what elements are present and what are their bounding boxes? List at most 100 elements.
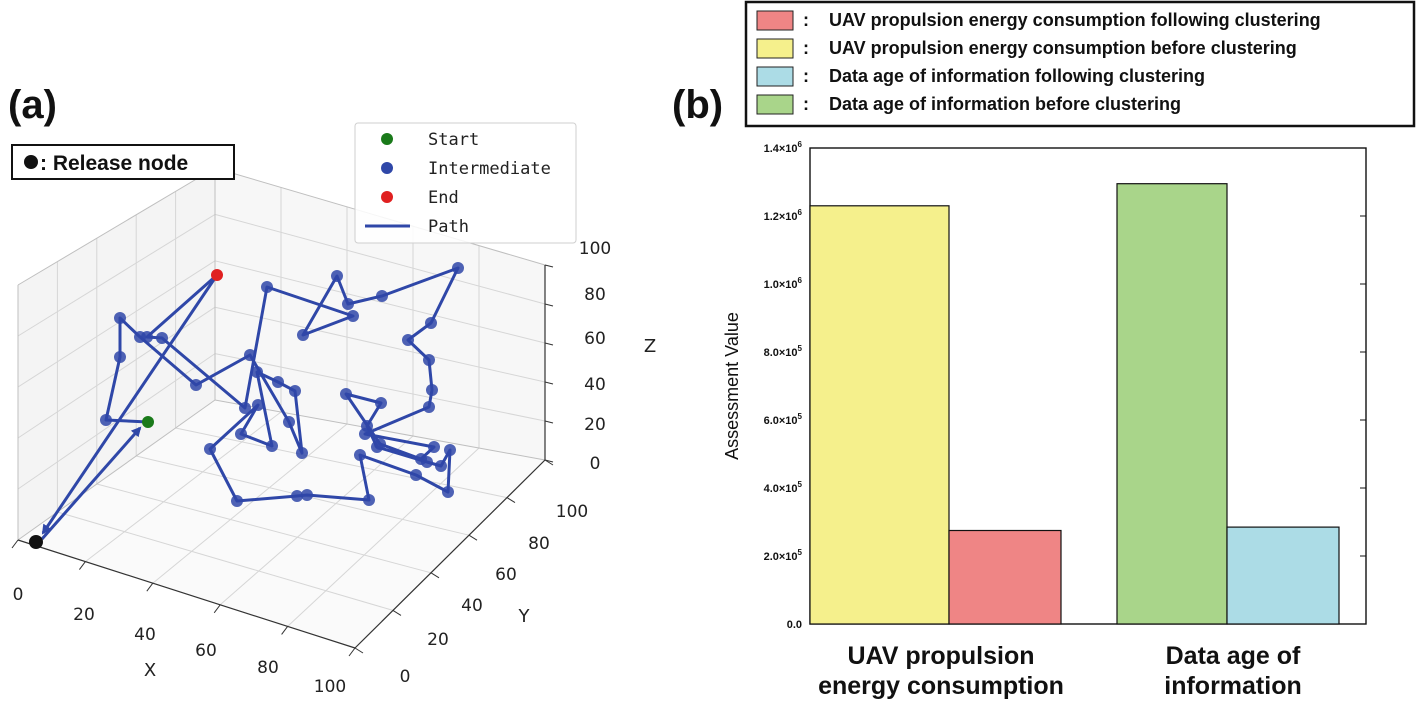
legend-entry-propulsion-before: UAV propulsion energy consumption before… (829, 38, 1297, 58)
intermediate-point (442, 486, 454, 498)
z-tick-label: 40 (584, 375, 606, 395)
legend-entry-age-before: Data age of information before clusterin… (829, 94, 1181, 114)
intermediate-point (415, 453, 427, 465)
legend-swatch-age-before (756, 94, 794, 115)
intermediate-point (190, 379, 202, 391)
intermediate-point (342, 298, 354, 310)
intermediate-point (331, 270, 343, 282)
category-label-line: Data age of (1166, 642, 1301, 670)
bars (809, 183, 1340, 625)
y-tick-label: 100 (556, 502, 588, 522)
x-axis-label: X (144, 660, 156, 681)
intermediate-point (289, 385, 301, 397)
bar-propulsion-after (948, 529, 1062, 625)
z-tick-label: 20 (584, 415, 606, 435)
intermediate-point (251, 366, 263, 378)
z-tick (544, 342, 554, 346)
intermediate-point (375, 397, 387, 409)
y-tick (544, 459, 554, 466)
intermediate-point (244, 349, 256, 361)
y-tick (354, 647, 364, 654)
z-tick (544, 264, 554, 268)
y-tick (506, 497, 516, 504)
legend-swatch-propulsion-before (756, 38, 794, 59)
intermediate-point (239, 402, 251, 414)
bar-age-before (1116, 183, 1228, 625)
intermediate-point (156, 332, 168, 344)
bar-age-after (1226, 526, 1340, 625)
intermediate-point (402, 334, 414, 346)
intermediate-point (235, 428, 247, 440)
grid-line (219, 435, 414, 606)
release-out-arrow (41, 274, 219, 535)
intermediate-point (283, 416, 295, 428)
x-tick-label: 60 (195, 641, 217, 661)
y-tick-label: 1.0×106 (764, 276, 803, 291)
legend-entry-start: Start (428, 130, 479, 150)
intermediate-point (426, 384, 438, 396)
x-tick-label: 100 (314, 677, 346, 697)
grid-line (214, 213, 546, 305)
intermediate-point (291, 490, 303, 502)
panel-a: (a) 0 20 40 (8, 83, 656, 697)
black-dot-icon (24, 155, 38, 169)
intermediate-point (100, 414, 112, 426)
grid-line (175, 427, 508, 499)
grid-line (287, 447, 480, 627)
bar-y-axis-label: Assessment Value (722, 312, 742, 460)
intermediate-point (435, 460, 447, 472)
x-tick-label: 20 (73, 605, 95, 625)
end-marker-icon (381, 191, 393, 203)
z-tick (544, 381, 554, 385)
release-node-point (29, 535, 43, 549)
legend-entry-propulsion-after: UAV propulsion energy consumption follow… (829, 10, 1321, 30)
z-axis-label: Z (644, 336, 656, 357)
intermediate-point (272, 376, 284, 388)
intermediate-point (266, 440, 278, 452)
release-node-box: : Release node (11, 144, 235, 180)
x-axis-line (17, 539, 356, 649)
start-marker-icon (381, 133, 393, 145)
release-in-arrow (40, 426, 142, 540)
grid-line (57, 511, 394, 611)
path-points (29, 262, 464, 549)
panel-a-label: (a) (8, 83, 57, 127)
x-tick-label: 80 (257, 658, 279, 678)
intermediate-point (410, 469, 422, 481)
intermediate-point (423, 354, 435, 366)
grid-line (214, 260, 546, 344)
bar-y-tick-labels: 0.0 2.0×105 4.0×105 6.0×105 8.0×105 1.0×… (764, 140, 803, 631)
tick-labels-3d: 0 20 40 60 80 100 0 20 40 60 80 100 0 20… (13, 239, 657, 697)
y-tick-label: 0 (400, 667, 411, 687)
legend-entry-path: Path (428, 217, 469, 237)
panel-b: (b) : UAV propulsion energy consumption … (672, 0, 1416, 700)
panel-b-label: (b) (672, 83, 723, 127)
x-tick (281, 626, 289, 635)
y-tick-label: 4.0×105 (764, 480, 803, 495)
legend-entry-age-after: Data age of information following cluste… (829, 66, 1205, 86)
y-axis-line (354, 459, 546, 649)
release-arrows (40, 274, 219, 540)
x-tick (146, 582, 154, 592)
legend-entry-intermediate: Intermediate (428, 159, 551, 179)
x-tick-label: 0 (13, 585, 24, 605)
intermediate-point (374, 438, 386, 450)
intermediate-point (444, 444, 456, 456)
y-tick-label: 60 (495, 565, 517, 585)
category-labels: UAV propulsion energy consumption Data a… (818, 642, 1302, 700)
intermediate-point (423, 401, 435, 413)
y-tick-label: 8.0×105 (764, 344, 803, 359)
grid-line (152, 423, 348, 584)
intermediate-point (252, 399, 264, 411)
intermediate-point (301, 489, 313, 501)
intermediate-point (297, 329, 309, 341)
y-tick-label: 40 (461, 596, 483, 616)
z-tick-label: 100 (579, 239, 611, 259)
category-label-line: UAV propulsion (847, 642, 1034, 670)
x-tick (213, 604, 221, 614)
y-tick-label: 6.0×105 (764, 412, 803, 427)
x-tick-label: 40 (134, 625, 156, 645)
legend-colon: : (803, 66, 809, 86)
grid-line (96, 483, 432, 574)
